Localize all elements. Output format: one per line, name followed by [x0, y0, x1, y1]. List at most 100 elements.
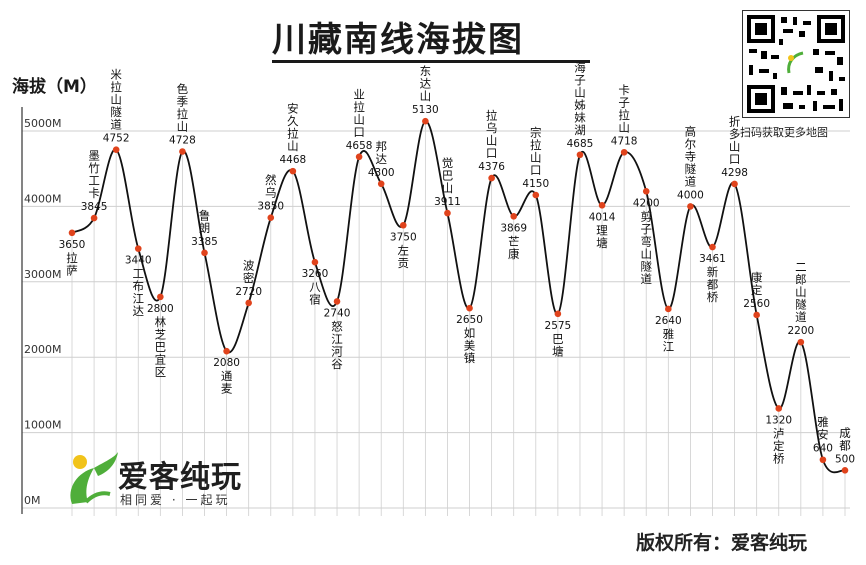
station-name-label: 东达山	[420, 64, 432, 103]
elevation-point	[510, 212, 518, 220]
elevation-point	[245, 299, 252, 307]
elevation-point	[665, 305, 672, 313]
station-name-label: 剪子弯山隧道	[640, 209, 652, 286]
elevation-value-label: 3845	[81, 201, 108, 213]
elevation-value-label: 4298	[721, 167, 748, 179]
elevation-point	[687, 203, 694, 210]
elevation-value-label: 2740	[324, 307, 351, 319]
station-name-label: 觉巴山	[442, 156, 454, 195]
qr-caption: 扫码获取更多地图	[740, 126, 828, 139]
station-name-label: 拉萨	[66, 251, 78, 278]
y-tick-label: 1000M	[24, 419, 62, 432]
elevation-point	[642, 188, 650, 195]
station-name-label: 海子山姊妹湖	[574, 60, 586, 137]
qr-code-graphic	[747, 15, 845, 113]
elevation-point	[422, 117, 429, 125]
elevation-value-label: 1320	[765, 414, 792, 426]
brand-logo	[64, 448, 264, 508]
y-tick-label: 5000M	[24, 117, 62, 130]
line-layer	[71, 120, 846, 474]
station-name-label: 通麦	[221, 369, 233, 396]
elevation-value-label: 4728	[169, 135, 196, 147]
elevation-point	[112, 146, 120, 153]
station-name-label: 如美镇	[464, 326, 476, 365]
elevation-value-label: 2575	[545, 320, 572, 332]
station-name-label: 业拉山口	[353, 87, 365, 139]
elevation-point	[179, 148, 186, 155]
station-name-label: 芒康	[508, 234, 520, 261]
station-name-label: 色季拉山	[177, 82, 189, 134]
elevation-point	[488, 174, 495, 182]
elevation-point	[819, 456, 827, 464]
elevation-value-label: 2720	[235, 286, 262, 298]
station-name-label: 左贡	[398, 243, 410, 270]
axis-layer: 0M 1000M 2000M 3000M 4000M 5000M	[21, 107, 62, 514]
elevation-point	[841, 467, 849, 474]
station-name-label: 高尔寺隧道	[685, 124, 697, 188]
elevation-point	[68, 229, 76, 237]
elevation-point	[532, 191, 540, 199]
elevation-point	[598, 202, 606, 209]
station-name-label: 二郎山隧道	[795, 260, 807, 324]
station-name-label: 卡子拉山	[618, 83, 630, 135]
elevation-point	[267, 214, 275, 222]
elevation-value-label: 2640	[655, 315, 682, 327]
elevation-point	[311, 258, 319, 266]
qr-code-icon[interactable]	[742, 10, 850, 118]
y-axis-label: 海拔（M）	[12, 77, 97, 97]
brand-name: 爱客纯玩	[118, 460, 242, 495]
elevation-point	[223, 347, 230, 355]
elevation-value-label: 2200	[787, 325, 814, 337]
station-name-label: 怒江河谷	[331, 319, 343, 371]
elevation-value-label: 4468	[279, 154, 306, 166]
station-name-label: 折多山口	[729, 114, 741, 166]
elevation-point	[157, 293, 164, 301]
y-tick-label: 3000M	[24, 268, 62, 281]
elevation-point	[90, 214, 98, 222]
elevation-value-label: 4718	[611, 135, 638, 147]
station-name-label: 八宿	[309, 280, 321, 307]
station-name-label: 康定	[751, 270, 763, 297]
grid-layer	[22, 121, 850, 516]
elevation-point	[466, 304, 473, 312]
station-name-label: 成都	[839, 426, 851, 453]
elevation-point	[134, 245, 142, 252]
elevation-point	[775, 405, 783, 412]
brand-slogan: 相同爱 · 一起玩	[120, 493, 231, 507]
chart-title: 川藏南线海拔图	[272, 20, 524, 60]
elevation-value-label: 3260	[302, 268, 329, 280]
elevation-point	[620, 148, 628, 156]
y-tick-label: 0M	[24, 494, 41, 507]
station-name-label: 米拉山隧道	[110, 68, 122, 132]
elevation-point	[709, 243, 716, 251]
elevation-value-label: 3850	[257, 201, 284, 213]
station-name-label: 鲁朗	[199, 208, 211, 235]
y-tick-label: 4000M	[24, 192, 62, 205]
station-name-label: 理塘	[596, 223, 608, 250]
elevation-series-line	[71, 120, 846, 474]
elevation-value-label: 3750	[390, 231, 417, 243]
point-layer	[68, 117, 849, 474]
elevation-value-label: 3911	[434, 196, 461, 208]
elevation-value-label: 3440	[125, 255, 152, 267]
elevation-point	[444, 209, 451, 217]
station-name-label: 林芝巴宜区	[155, 315, 167, 379]
title-underline	[272, 60, 590, 63]
elevation-value-label: 2080	[213, 357, 240, 369]
elevation-value-label: 4300	[368, 167, 395, 179]
station-name-label: 工布江达	[133, 267, 145, 319]
elevation-value-label: 4200	[633, 197, 660, 209]
elevation-value-label: 3385	[191, 236, 218, 248]
elevation-point	[355, 153, 363, 161]
elevation-value-label: 4752	[103, 133, 130, 145]
elevation-value-label: 5130	[412, 104, 439, 116]
elevation-value-label: 3650	[59, 239, 86, 251]
station-name-label: 雅安	[817, 415, 829, 442]
elevation-value-label: 4658	[346, 140, 373, 152]
elevation-point	[201, 249, 208, 257]
elevation-value-label: 2650	[456, 314, 483, 326]
station-name-label: 波密	[243, 258, 255, 285]
elevation-value-label: 500	[835, 453, 855, 465]
elevation-point	[289, 167, 297, 175]
